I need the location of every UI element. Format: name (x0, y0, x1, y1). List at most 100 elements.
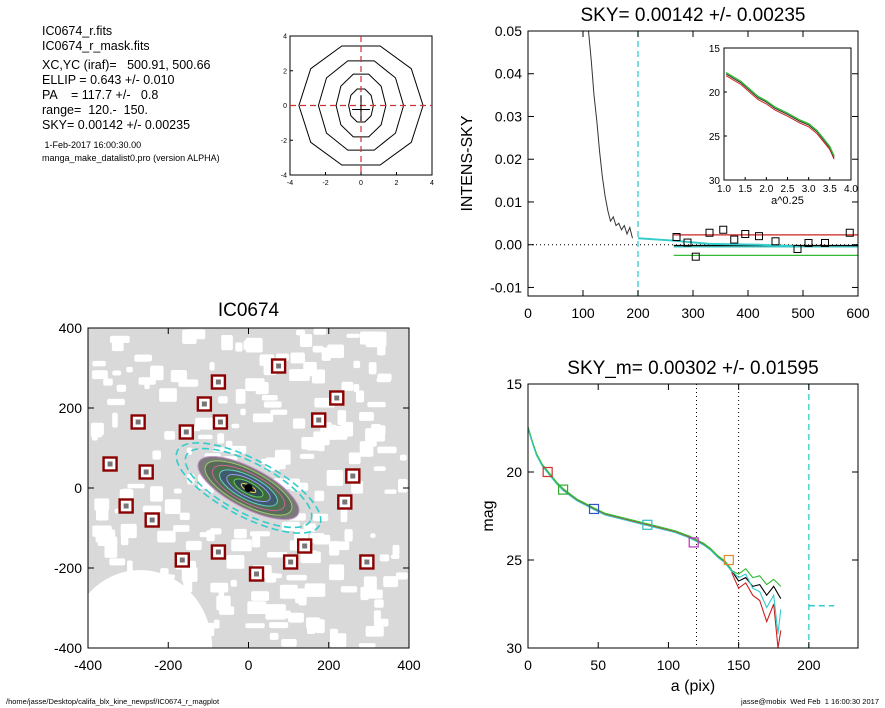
masked-region (134, 354, 150, 362)
masked-region (230, 579, 237, 587)
masked-region (390, 554, 400, 559)
inset-x-tick-label: 3.5 (823, 184, 837, 195)
masked-region (252, 413, 274, 423)
masked-region (311, 369, 326, 384)
galaxy-center (244, 484, 253, 492)
x-tick-label: -200 (154, 657, 182, 673)
masked-region (365, 589, 383, 599)
sky-box-marker (705, 228, 714, 237)
sky-box-core (342, 499, 348, 505)
masked-region (377, 373, 392, 382)
x-tick-label: 0 (245, 657, 253, 673)
masked-region (340, 586, 358, 593)
y-tick-label: 400 (59, 320, 83, 336)
masked-region (186, 329, 206, 340)
inset-x-tick-label: 1.0 (717, 184, 731, 195)
inset-x-tick-label: 2.0 (759, 184, 773, 195)
masked-region (245, 337, 263, 353)
y-tick-label: 0.01 (495, 194, 522, 210)
masked-region (233, 528, 247, 539)
y-tick-label: 30 (506, 640, 522, 656)
x-tick-label: 0 (524, 305, 532, 321)
masked-region (269, 632, 279, 640)
mag-profile-tail (731, 572, 782, 649)
inset-y-tick-label: 25 (709, 132, 721, 143)
masked-region (323, 426, 344, 440)
masked-region (142, 505, 162, 513)
mag-profile-tail (731, 570, 782, 634)
x-tick-label: 0 (524, 657, 532, 673)
sky-box-marker (821, 239, 829, 247)
inset-x-axis-label: a^0.25 (771, 195, 804, 207)
contour-line (317, 60, 405, 151)
x-tick-label: 600 (846, 305, 870, 321)
info-program: manga_make_datalist0.pro (version ALPHA) (42, 153, 220, 163)
masked-region (265, 604, 286, 620)
sky-box-core (183, 429, 189, 435)
masked-region (157, 530, 176, 543)
sky-box-core (254, 571, 260, 577)
y-tick-label: -0.01 (490, 279, 522, 295)
sky-box-marker (719, 225, 728, 234)
y-tick-label: 0 (74, 480, 82, 496)
mag-frame (527, 383, 859, 649)
masked-region (344, 529, 353, 542)
mag-y-axis-label: mag (480, 500, 497, 531)
masked-region (181, 567, 198, 582)
footer-path: /home/jasse/Desktop/califa_blx_kine_newp… (6, 697, 220, 706)
x-tick-label: 200 (626, 305, 650, 321)
y-tick-label: 0.05 (495, 23, 522, 39)
footer-host: jasse@mobix Wed Feb 1 16:00:30 2017 (741, 697, 879, 706)
masked-region (144, 383, 150, 390)
y-tick-label: 0.00 (495, 237, 522, 253)
masked-region (300, 551, 321, 564)
masked-region (346, 333, 360, 338)
masked-region (359, 412, 374, 421)
x-tick-label: 4 (430, 180, 434, 187)
masked-region (269, 622, 289, 629)
masked-region (92, 370, 108, 380)
masked-region (329, 564, 345, 581)
info-line: range= 120.- 150. (42, 103, 148, 117)
masked-region (219, 606, 235, 615)
sky-box-core (302, 543, 308, 549)
masked-region (120, 523, 137, 539)
sky-box-core (201, 401, 207, 407)
masked-region (377, 344, 386, 356)
y-tick-label: 0 (283, 103, 287, 110)
masked-region (227, 445, 247, 454)
mag-profile-tail (731, 570, 782, 599)
masked-region (266, 573, 282, 579)
mag-x-axis-label: a (pix) (671, 678, 715, 695)
masked-region (126, 366, 133, 373)
sky-box-core (217, 419, 223, 425)
masked-region (240, 408, 246, 416)
masked-region (299, 334, 313, 347)
masked-region (284, 610, 291, 619)
inset-y-tick-label: 15 (709, 44, 721, 55)
info-line: XC,YC (iraf)= 500.91, 500.66 (42, 58, 211, 72)
masked-region (368, 362, 377, 375)
y-tick-label: 20 (506, 464, 522, 480)
masked-region (370, 533, 376, 538)
masked-region (327, 344, 345, 358)
masked-region (179, 512, 190, 520)
masked-region (235, 342, 243, 352)
sky-box-marker (730, 235, 739, 244)
masked-region (209, 528, 222, 535)
masked-region (127, 560, 133, 574)
inset-x-tick-label: 2.5 (781, 184, 795, 195)
y-tick-label: 0.04 (495, 66, 522, 82)
fit-marker (688, 537, 699, 548)
sky-box-core (288, 559, 294, 565)
masked-region (213, 619, 220, 629)
masked-region (351, 480, 364, 494)
contour-line (298, 45, 424, 166)
masked-region (279, 584, 298, 599)
masked-region (373, 610, 381, 623)
masked-region (365, 625, 384, 637)
y-tick-label: -400 (54, 640, 82, 656)
masked-region (373, 466, 386, 472)
info-line: PA = 117.7 +/- 0.8 (42, 88, 159, 102)
y-tick-label: 0.02 (495, 151, 522, 167)
